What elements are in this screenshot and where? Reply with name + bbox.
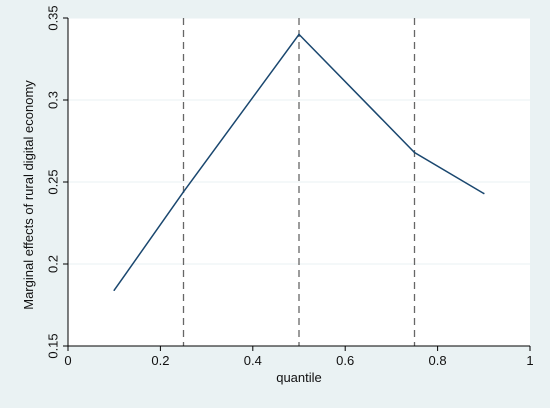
x-tick-label-5: 1 [526,353,533,368]
reference-lines [182,18,416,346]
x-tick-label-2: 0.4 [244,353,262,368]
data-point-0-1 [182,191,185,193]
x-tick-label-3: 0.6 [336,353,354,368]
y-tick-label-1: 0.2 [46,255,61,273]
y-tick-label-3: 0.3 [46,91,61,109]
series-layer [113,33,485,292]
y-tick-label-4: 0.35 [46,5,61,30]
data-point-0-3 [413,151,416,154]
data-point-0-0 [113,289,115,292]
x-tick-label-0: 0 [64,353,71,368]
x-tick-label-1: 0.2 [151,353,169,368]
y-tick-label-0: 0.15 [46,333,61,358]
y-axis-title: Marginal effects of rural digital econom… [21,80,36,310]
data-point-0-4 [483,192,485,195]
x-axis-title: quantile [276,370,322,385]
y-tick-label-2: 0.25 [46,169,61,194]
data-point-0-2 [298,33,300,36]
x-tick-label-4: 0.8 [429,353,447,368]
axes: 0.15 0.2 0.25 0.3 0.35 0 0.2 0.4 0.6 0.8 1 [46,5,534,368]
